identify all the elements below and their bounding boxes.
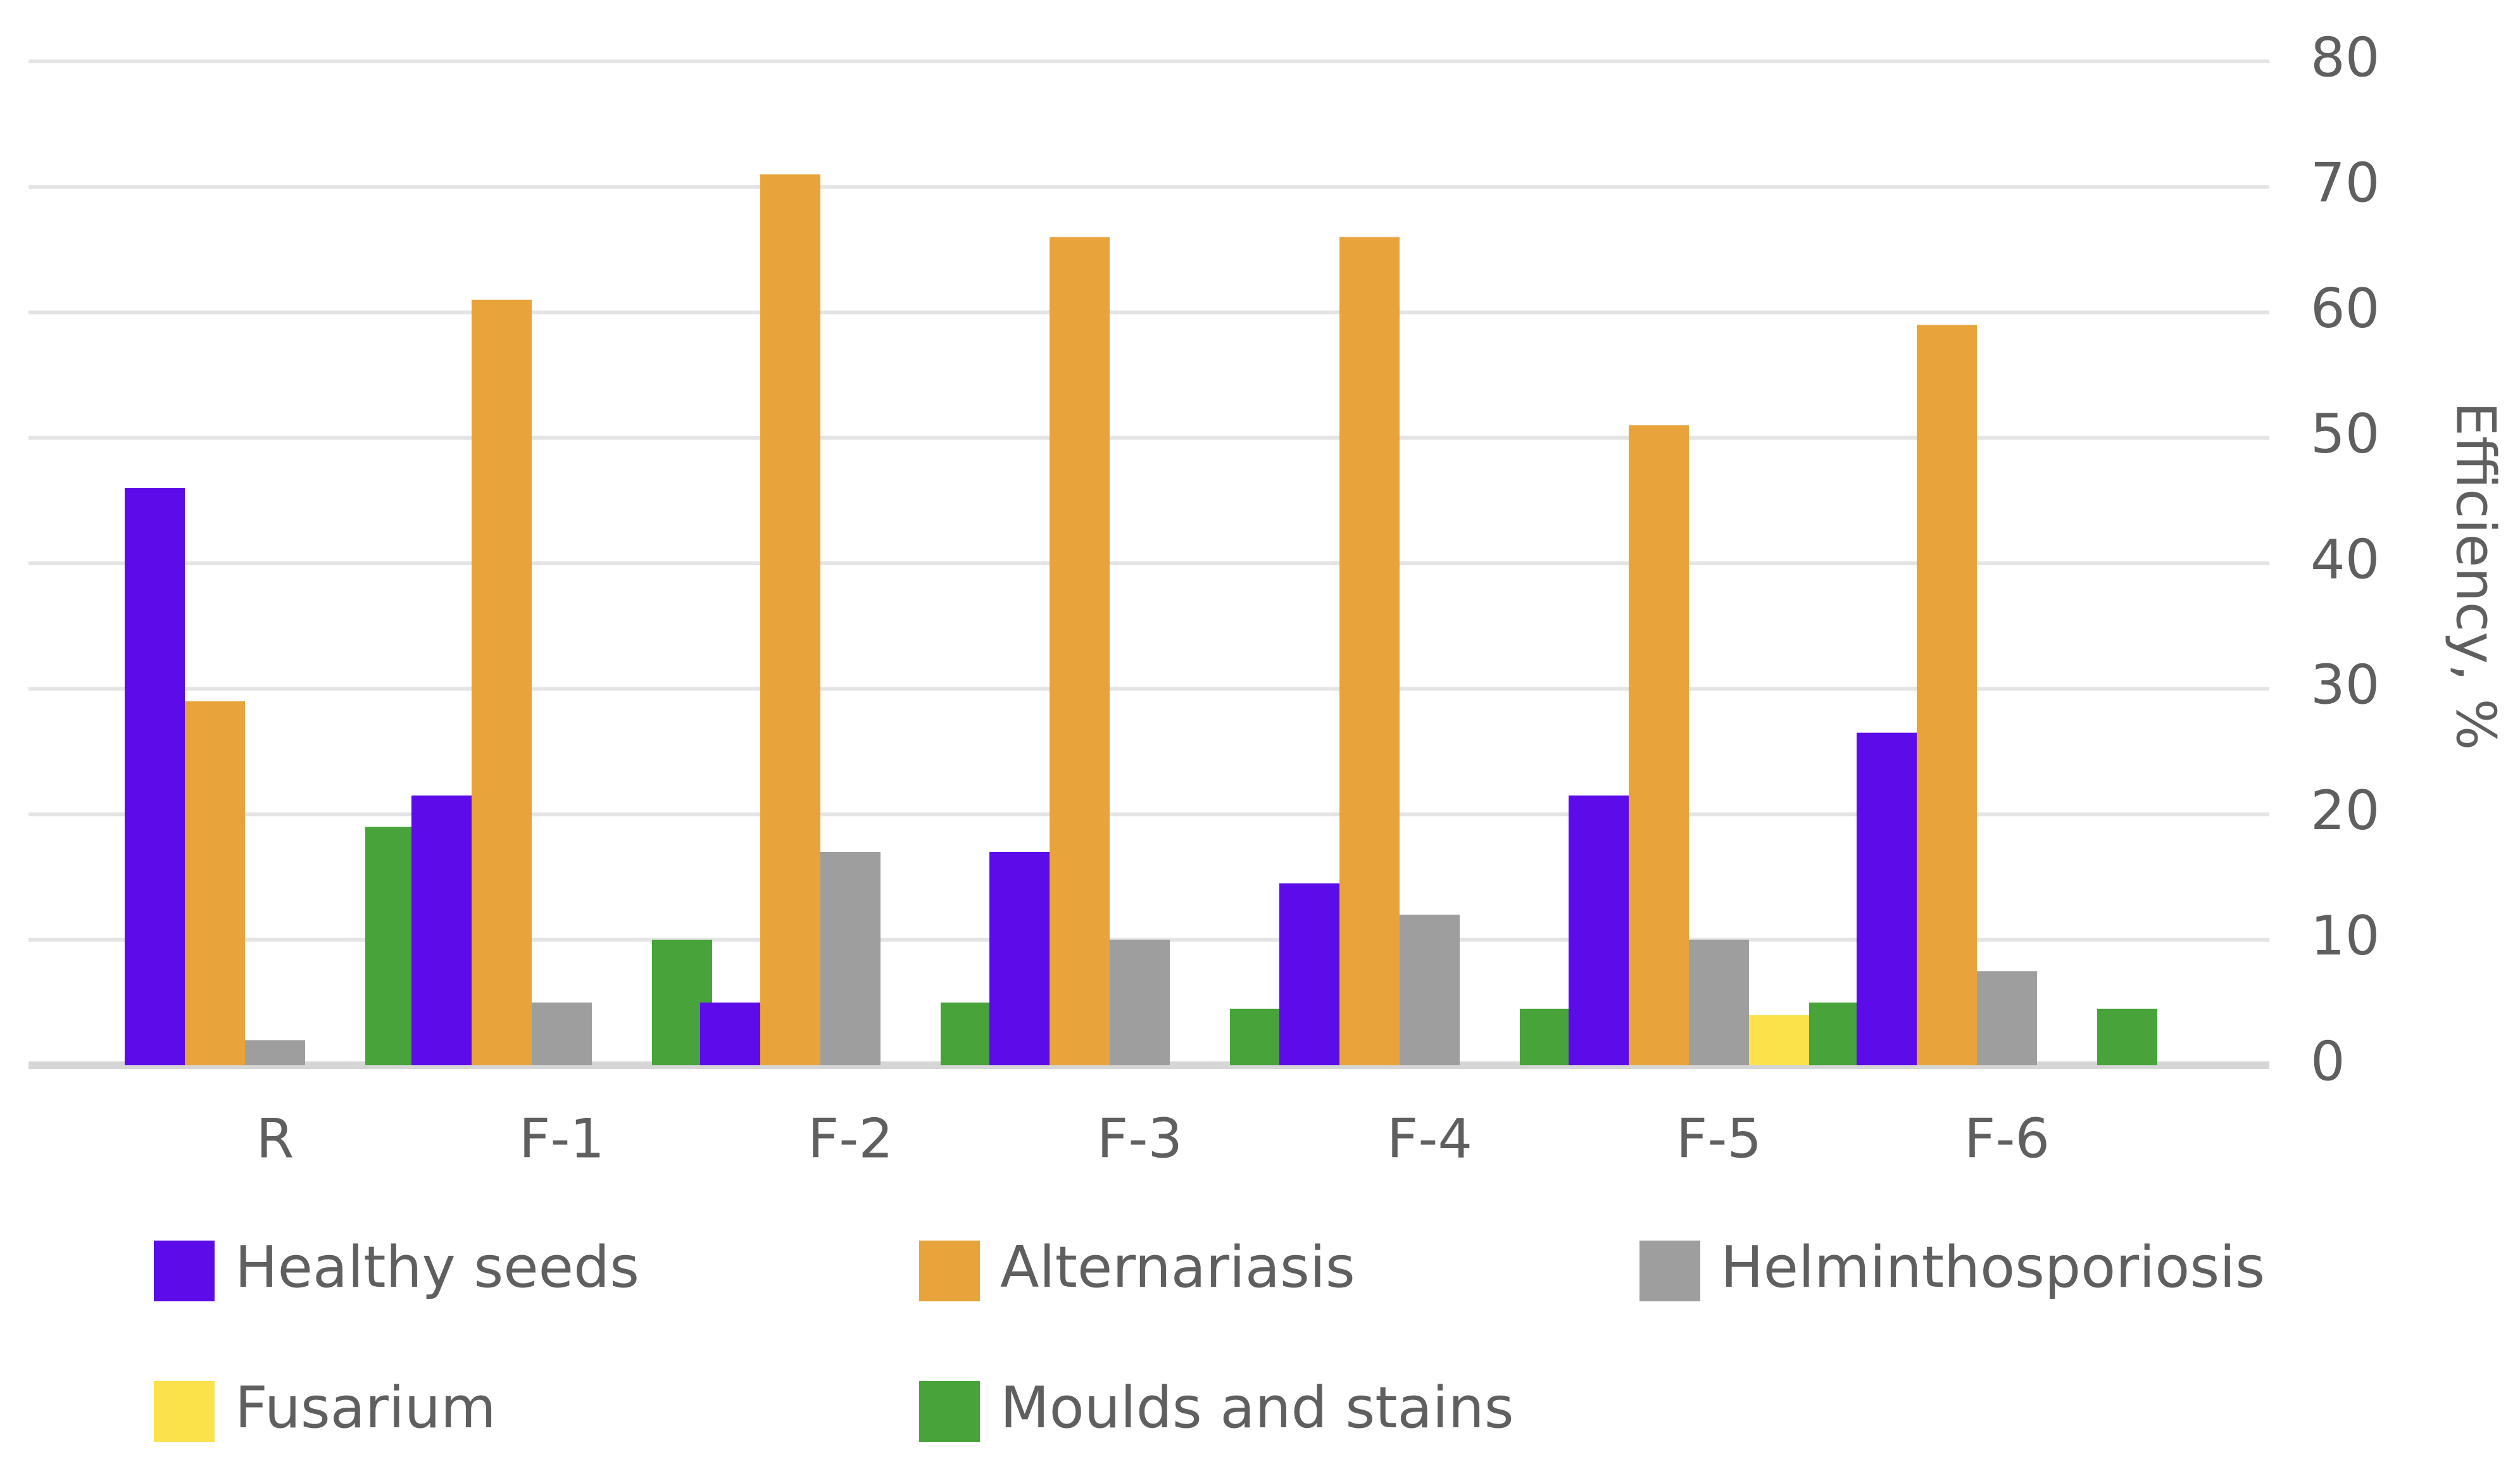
y-tick-label: 60 [2310, 277, 2379, 341]
y-axis-ticks: 0 10 20 30 40 50 60 70 80 [2310, 26, 2379, 1093]
y-tick-label: 40 [2310, 528, 2379, 591]
bar [125, 488, 185, 1065]
y-tick-label: 70 [2310, 152, 2379, 215]
bar [1110, 939, 1170, 1065]
legend-swatch [1639, 1241, 1700, 1301]
bar [1279, 883, 1339, 1065]
y-tick-label: 50 [2310, 403, 2379, 466]
bars [125, 174, 2157, 1066]
x-tick-label: F-2 [808, 1107, 893, 1170]
bar [1400, 915, 1460, 1065]
bar [472, 299, 532, 1065]
bar [1569, 795, 1629, 1065]
x-tick-label: F-6 [1964, 1107, 2050, 1170]
bar [760, 174, 820, 1065]
legend-label: Fusarium [235, 1375, 496, 1441]
bar [2097, 1008, 2157, 1065]
legend-label: Helminthosporiosis [1721, 1234, 2265, 1301]
x-tick-label: F-4 [1387, 1107, 1472, 1170]
x-tick-label: F-1 [519, 1107, 605, 1170]
bar [1977, 971, 2037, 1065]
bar [1629, 425, 1689, 1065]
legend-swatch [154, 1241, 215, 1301]
y-tick-label: 10 [2310, 904, 2379, 968]
y-tick-label: 30 [2310, 654, 2379, 717]
legend-label: Healthy seeds [235, 1234, 639, 1301]
bar [989, 851, 1050, 1065]
y-axis-title: Efficiency, % [2444, 402, 2507, 751]
y-tick-label: 80 [2310, 26, 2379, 89]
bar [1689, 939, 1749, 1065]
legend-label: Moulds and stains [1000, 1375, 1514, 1441]
bar [1339, 237, 1400, 1065]
bar [1857, 732, 1917, 1065]
y-tick-label: 20 [2310, 779, 2379, 842]
bar [1917, 325, 1977, 1066]
bar [411, 795, 472, 1065]
bar [1050, 237, 1110, 1065]
legend-label: Alternariasis [1000, 1234, 1355, 1301]
x-axis-labels: R F-1 F-2 F-3 F-4 F-5 F-6 [256, 1107, 2050, 1170]
legend-swatch [919, 1381, 980, 1442]
bar [245, 1040, 305, 1065]
legend: Healthy seeds Alternariasis Helminthospori… [154, 1234, 2265, 1442]
legend-swatch [919, 1241, 980, 1301]
bar [185, 701, 245, 1065]
bar [532, 1002, 592, 1065]
bar [700, 1002, 760, 1065]
legend-swatch [154, 1381, 215, 1442]
bar [1749, 1015, 1809, 1065]
x-tick-label: F-3 [1097, 1107, 1182, 1170]
y-tick-label: 0 [2310, 1030, 2345, 1093]
bar [820, 851, 881, 1065]
x-tick-label: F-5 [1676, 1107, 1762, 1170]
x-tick-label: R [256, 1107, 294, 1170]
